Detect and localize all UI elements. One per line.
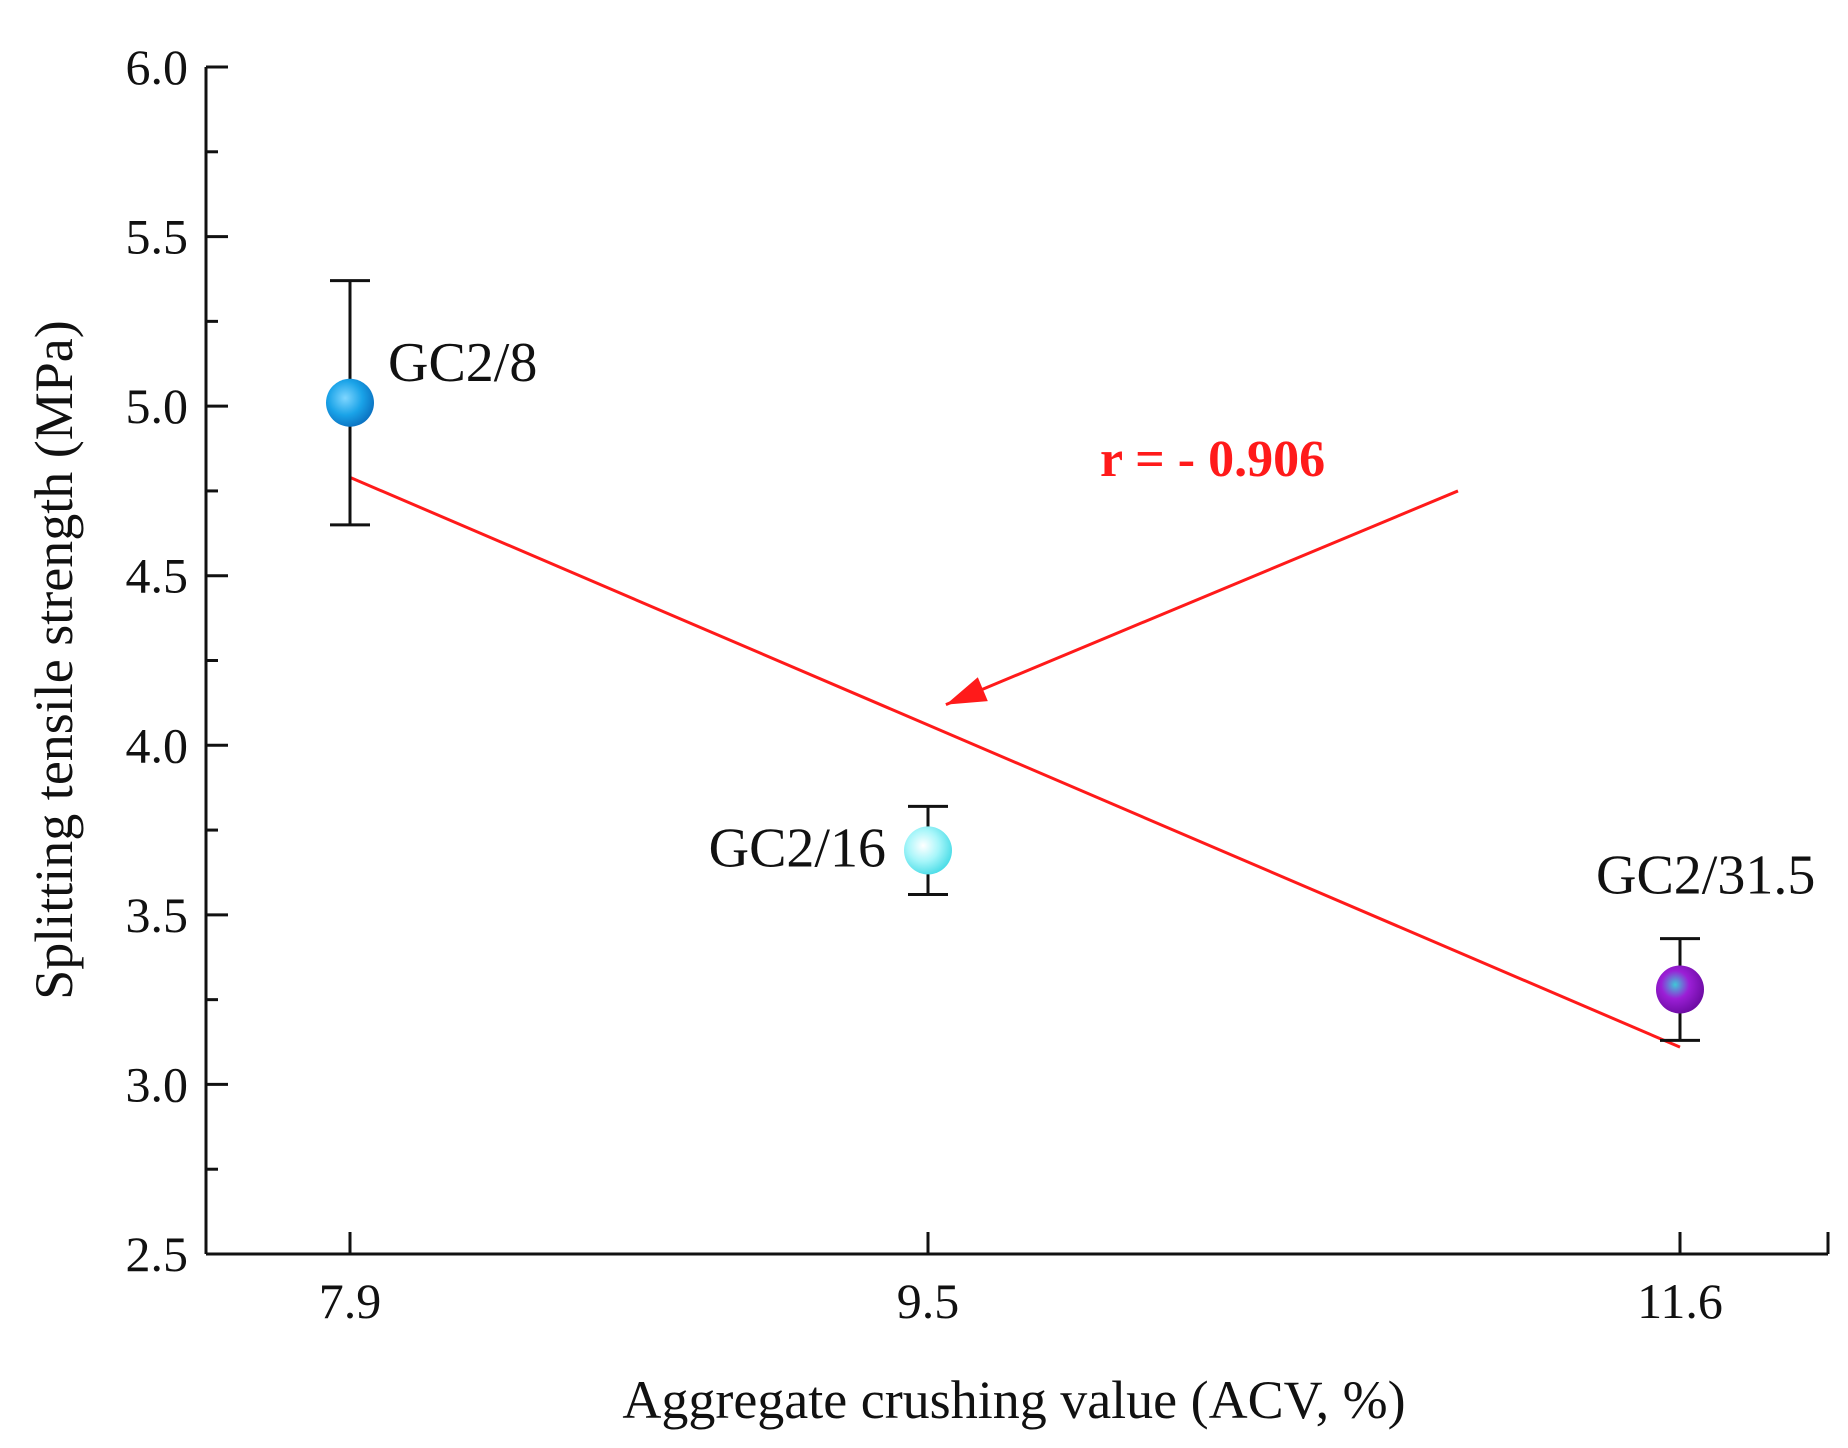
point-label: GC2/16 xyxy=(709,817,886,879)
y-tick-label: 4.0 xyxy=(126,717,189,773)
axes xyxy=(204,67,1830,1256)
annotation-arrow-head xyxy=(945,677,988,705)
x-tick-label: 9.5 xyxy=(897,1273,960,1329)
fit-line xyxy=(349,475,1681,1049)
point-label: GC2/8 xyxy=(388,332,537,394)
correlation-annotation: r = - 0.906 xyxy=(1100,431,1325,488)
y-tick-label: 4.5 xyxy=(126,548,189,604)
y-tick-label: 5.5 xyxy=(126,209,189,265)
data-point xyxy=(1656,965,1704,1014)
y-axis-title: Splitting tensile strength (MPa) xyxy=(24,320,84,999)
annotation-arrow-shaft xyxy=(945,489,1459,706)
data-point xyxy=(904,826,952,875)
data-point xyxy=(326,378,374,427)
x-tick-label: 11.6 xyxy=(1637,1273,1723,1329)
x-axis-title: Aggregate crushing value (ACV, %) xyxy=(622,1370,1405,1430)
y-tick-label: 5.0 xyxy=(126,378,189,434)
y-tick-label: 3.0 xyxy=(126,1056,189,1112)
y-tick-label: 3.5 xyxy=(126,887,189,943)
y-tick-label: 6.0 xyxy=(126,39,189,95)
y-tick-label: 2.5 xyxy=(126,1226,189,1282)
x-tick-label: 7.9 xyxy=(319,1273,382,1329)
point-label: GC2/31.5 xyxy=(1596,844,1815,906)
